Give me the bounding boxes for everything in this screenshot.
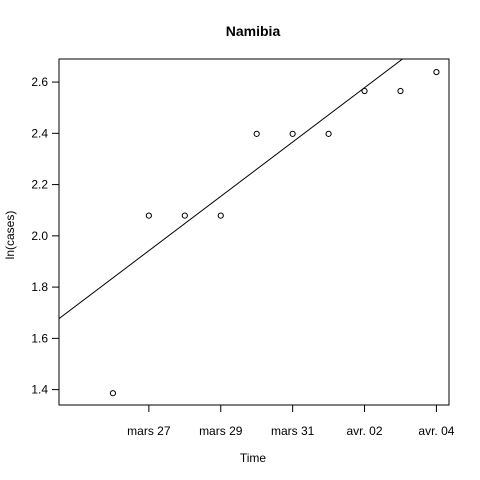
x-axis-label: Time (240, 451, 267, 465)
data-point-6 (325, 130, 332, 137)
data-point-0 (109, 390, 117, 397)
x-tick-label-1: mars 29 (199, 424, 243, 438)
regression-line (59, 59, 404, 320)
x-tick-label-2: mars 31 (271, 424, 315, 438)
y-tick-label-4: 2.2 (31, 178, 48, 192)
y-tick-label-1: 1.6 (31, 331, 48, 345)
data-point-4 (253, 130, 260, 137)
x-tick-label-4: avr. 04 (418, 424, 454, 438)
y-axis-label: ln(cases) (3, 211, 17, 260)
data-point-8 (397, 87, 404, 95)
data-point-7 (361, 87, 368, 95)
fit-line-layer (59, 59, 404, 320)
data-point-1 (145, 212, 152, 219)
plot-area-frame (58, 58, 450, 406)
chart-title: Namibia (226, 23, 281, 39)
y-tick-label-6: 2.6 (31, 75, 48, 89)
y-tick-label-3: 2.0 (31, 229, 48, 243)
y-tick-label-5: 2.4 (31, 126, 48, 140)
data-point-5 (289, 130, 296, 137)
x-tick-label-3: avr. 02 (347, 424, 383, 438)
y-tick-label-2: 1.8 (31, 280, 48, 294)
y-tick-label-0: 1.4 (31, 383, 48, 397)
y-axis: 1.4 1.6 1.8 2.0 2.2 2.4 2.6 (31, 75, 59, 397)
data-points (109, 68, 440, 397)
data-point-3 (217, 212, 224, 219)
data-point-9 (433, 68, 440, 76)
data-point-2 (181, 212, 188, 219)
x-tick-label-0: mars 27 (127, 424, 171, 438)
x-axis: mars 27 mars 29 mars 31 avr. 02 avr. 04 (127, 405, 455, 438)
